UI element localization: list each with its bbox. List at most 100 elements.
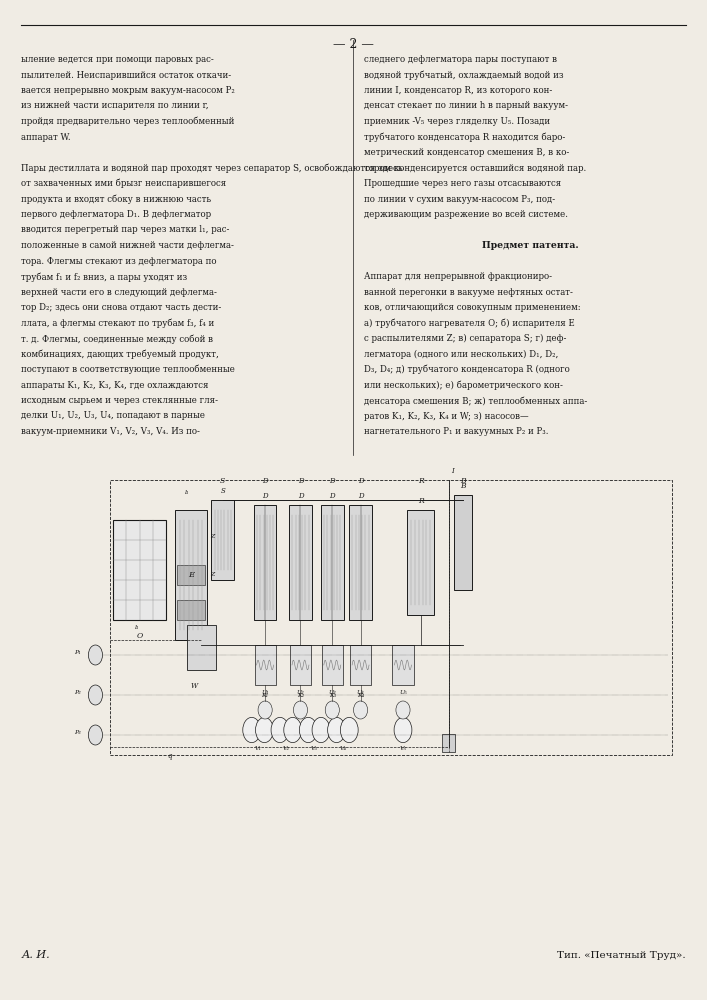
Text: ыление ведется при помощи паровых рас-: ыление ведется при помощи паровых рас-	[21, 55, 214, 64]
Text: O: O	[136, 632, 143, 640]
Bar	[455, 495, 472, 590]
Text: — 2 —: — 2 —	[333, 38, 374, 51]
Text: А. И.: А. И.	[21, 950, 49, 960]
Bar	[407, 510, 434, 615]
Text: ков, отличающийся совокупным применением:: ков, отличающийся совокупным применением…	[364, 303, 580, 312]
Text: ванной перегонки в вакууме нефтяных остат-: ванной перегонки в вакууме нефтяных оста…	[364, 288, 573, 297]
Text: K₄: K₄	[357, 693, 364, 698]
Bar	[350, 645, 371, 685]
Ellipse shape	[325, 701, 339, 719]
Text: тор D₂; здесь они снова отдают часть дести-: тор D₂; здесь они снова отдают часть дес…	[21, 303, 221, 312]
Text: Z: Z	[211, 572, 215, 578]
Text: из нижней части испарителя по линии r,: из нижней части испарителя по линии r,	[21, 102, 209, 110]
Text: нагнетательного P₁ и вакуумных P₂ и P₃.: нагнетательного P₁ и вакуумных P₂ и P₃.	[364, 427, 549, 436]
Bar	[175, 510, 206, 640]
Text: от захваченных ими брызг неиспарившегося: от захваченных ими брызг неиспарившегося	[21, 179, 226, 188]
Text: комбинациях, дающих требуемый продукт,: комбинациях, дающих требуемый продукт,	[21, 350, 219, 359]
Text: V₅: V₅	[399, 746, 407, 751]
Text: положенные в самой нижней части дефлегма-: положенные в самой нижней части дефлегма…	[21, 241, 234, 250]
Text: D: D	[358, 477, 363, 485]
Text: исходным сырьем и через стеклянные гля-: исходным сырьем и через стеклянные гля-	[21, 396, 218, 405]
Circle shape	[299, 717, 317, 743]
Circle shape	[88, 685, 103, 705]
Bar	[290, 645, 311, 685]
Text: D: D	[358, 492, 363, 500]
Bar	[442, 734, 455, 752]
Text: первого дефлегматора D₁. В дефлегматор: первого дефлегматора D₁. В дефлегматор	[21, 210, 211, 219]
Text: P₃: P₃	[74, 730, 81, 734]
Text: W: W	[191, 682, 198, 690]
Text: приемник -V₅ через гляделку U₅. Позади: приемник -V₅ через гляделку U₅. Позади	[364, 117, 550, 126]
Text: V₄: V₄	[339, 746, 346, 751]
Text: P₁: P₁	[74, 650, 81, 654]
Text: верхней части его в следующий дефлегма-: верхней части его в следующий дефлегма-	[21, 288, 217, 297]
Text: тора. Флегмы стекают из дефлегматора по: тора. Флегмы стекают из дефлегматора по	[21, 257, 217, 266]
Text: R: R	[418, 497, 423, 505]
Circle shape	[312, 717, 330, 743]
Text: l₁: l₁	[134, 625, 139, 630]
Text: делки U₁, U₂, U₃, U₄, попадают в парные: делки U₁, U₂, U₃, U₄, попадают в парные	[21, 412, 205, 420]
Text: вается непрерывно мокрым вакуум-насосом P₂: вается непрерывно мокрым вакуум-насосом …	[21, 86, 235, 95]
Text: продукта и входят сбоку в нижнюю часть: продукта и входят сбоку в нижнюю часть	[21, 195, 211, 204]
Text: т. д. Флегмы, соединенные между собой в: т. д. Флегмы, соединенные между собой в	[21, 334, 214, 344]
Text: пройдя предварительно через теплообменный: пройдя предварительно через теплообменны…	[21, 117, 235, 126]
Text: легматора (одного или нескольких) D₁, D₂,: легматора (одного или нескольких) D₁, D₂…	[364, 350, 559, 359]
Bar	[289, 505, 312, 620]
Text: денсат стекает по линии h в парный вакуум-: денсат стекает по линии h в парный вакуу…	[364, 102, 568, 110]
Bar	[211, 500, 234, 580]
Text: D: D	[329, 492, 335, 500]
Ellipse shape	[354, 701, 368, 719]
Text: U₁: U₁	[262, 690, 269, 695]
Text: q: q	[168, 752, 172, 760]
Text: U₄: U₄	[357, 690, 364, 695]
Bar	[255, 645, 276, 685]
Text: линии I, конденсатор R, из которого кон-: линии I, конденсатор R, из которого кон-	[364, 86, 552, 95]
Text: денсатора смешения B; ж) теплообменных аппа-: денсатора смешения B; ж) теплообменных а…	[364, 396, 588, 406]
Bar	[254, 505, 276, 620]
Text: Пары дестиллата и водяной пар проходят через сепаратор S, освобождаются здесь: Пары дестиллата и водяной пар проходят ч…	[21, 164, 403, 173]
Text: тором конденсируется оставшийся водяной пар.: тором конденсируется оставшийся водяной …	[364, 164, 586, 173]
Circle shape	[394, 717, 412, 743]
Circle shape	[255, 717, 274, 743]
Text: пылителей. Неиспарившийся остаток откачи-: пылителей. Неиспарившийся остаток откачи…	[21, 70, 231, 80]
Text: Z: Z	[211, 534, 215, 538]
Ellipse shape	[258, 701, 272, 719]
Text: метрический конденсатор смешения B, в ко-: метрический конденсатор смешения B, в ко…	[364, 148, 569, 157]
Bar	[113, 520, 166, 620]
Text: Прошедшие через него газы отсасываются: Прошедшие через него газы отсасываются	[364, 179, 561, 188]
Text: D: D	[262, 477, 268, 485]
Text: S: S	[221, 487, 225, 495]
Circle shape	[340, 717, 358, 743]
Text: K₃: K₃	[329, 693, 336, 698]
Text: следнего дефлегматора пары поступают в: следнего дефлегматора пары поступают в	[364, 55, 557, 64]
Text: R: R	[418, 477, 423, 485]
Text: а) трубчатого нагревателя O; б) испарителя E: а) трубчатого нагревателя O; б) испарите…	[364, 318, 575, 328]
Text: U₅: U₅	[399, 690, 407, 695]
Text: аппарат W.: аппарат W.	[21, 133, 71, 142]
Text: аппараты K₁, K₂, K₃, K₄, где охлаждаются: аппараты K₁, K₂, K₃, K₄, где охлаждаются	[21, 381, 209, 390]
Text: или нескольких); е) барометрического кон-: или нескольких); е) барометрического кон…	[364, 381, 563, 390]
Text: с распылителями Z; в) сепаратора S; г) деф-: с распылителями Z; в) сепаратора S; г) д…	[364, 334, 566, 343]
Ellipse shape	[396, 701, 410, 719]
Bar	[349, 505, 372, 620]
Bar	[392, 645, 414, 685]
Text: держивающим разрежение во всей системе.: держивающим разрежение во всей системе.	[364, 210, 568, 219]
Text: Предмет патента.: Предмет патента.	[482, 241, 578, 250]
Text: трубам f₁ и f₂ вниз, а пары уходят из: трубам f₁ и f₂ вниз, а пары уходят из	[21, 272, 187, 282]
Circle shape	[88, 645, 103, 665]
Bar	[177, 600, 204, 620]
Bar	[322, 645, 343, 685]
Text: Аппарат для непрерывной фракциониро-: Аппарат для непрерывной фракциониро-	[364, 272, 552, 281]
Circle shape	[284, 717, 302, 743]
Text: K₁: K₁	[262, 693, 269, 698]
Text: l₁: l₁	[185, 490, 189, 495]
Text: K₂: K₂	[297, 693, 304, 698]
Text: B: B	[460, 482, 466, 490]
Text: P₂: P₂	[74, 690, 81, 694]
Ellipse shape	[293, 701, 308, 719]
Text: по линии v сухим вакуум-насосом P₃, под-: по линии v сухим вакуум-насосом P₃, под-	[364, 195, 555, 204]
Text: V₁: V₁	[255, 746, 262, 751]
Circle shape	[271, 717, 289, 743]
Text: V₃: V₃	[311, 746, 318, 751]
Text: U₃: U₃	[329, 690, 336, 695]
